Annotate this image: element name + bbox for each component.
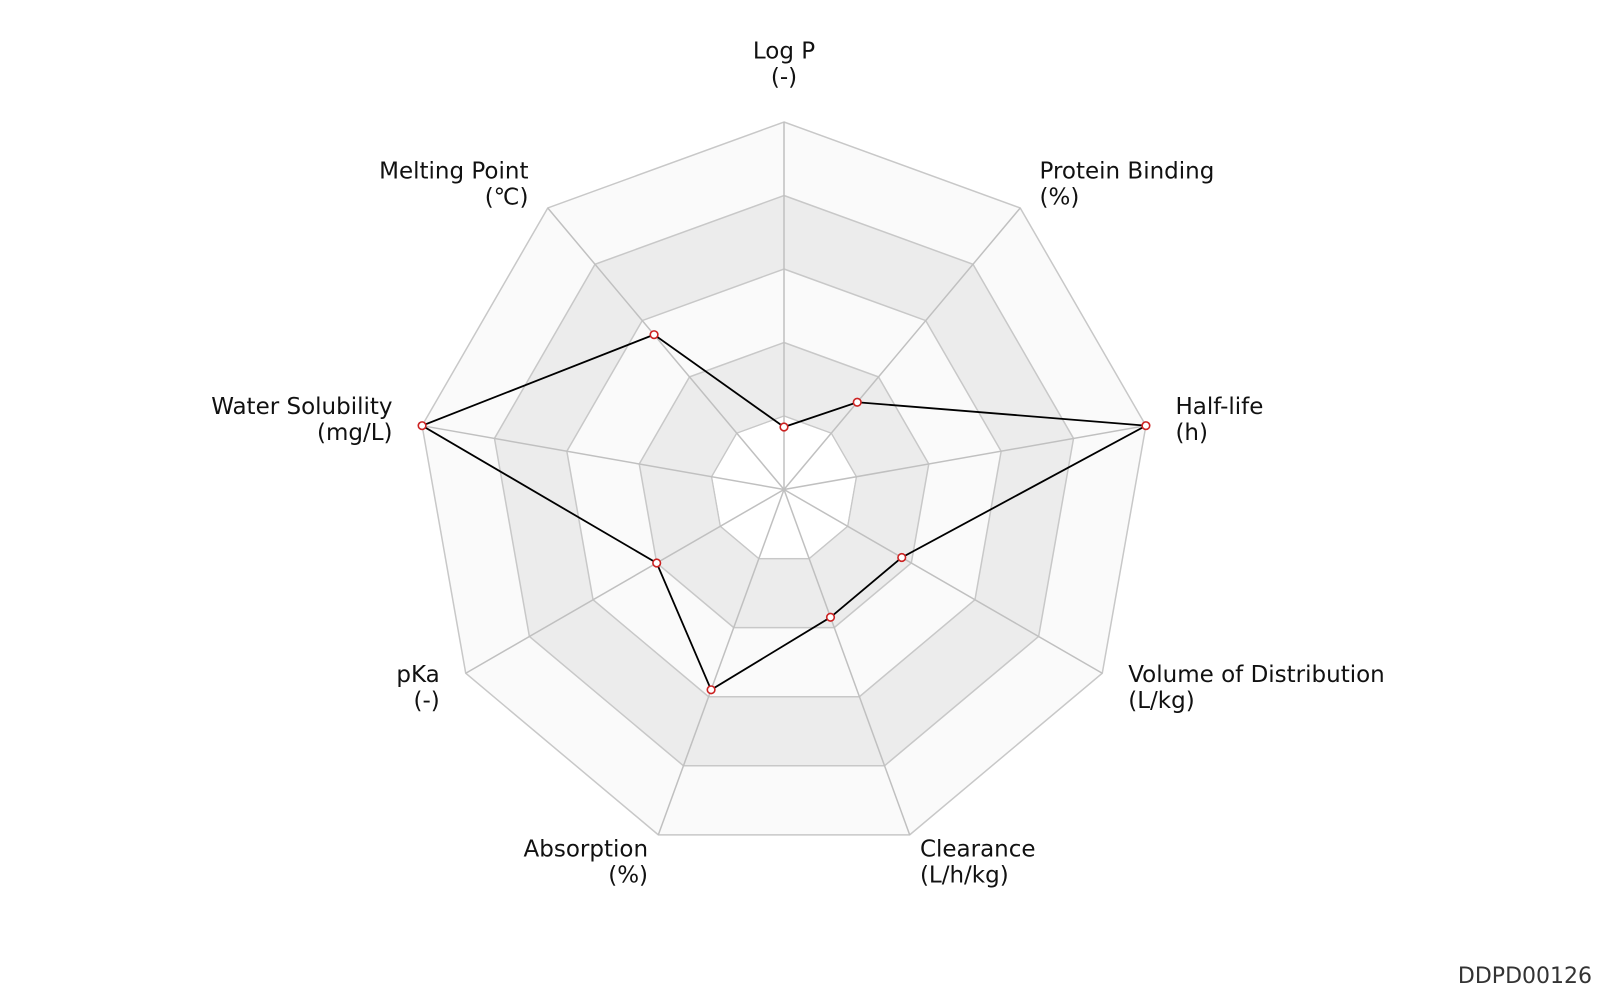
axis-spoke	[783, 488, 1103, 674]
data-point	[706, 685, 716, 695]
axis-spoke	[783, 489, 911, 836]
axis-spoke	[657, 489, 785, 836]
data-point	[852, 397, 862, 407]
axis-spoke	[783, 424, 1147, 491]
data-point	[649, 330, 659, 340]
axis-unit: (%)	[608, 863, 648, 889]
axis-label: Absorption	[524, 837, 649, 863]
axis-spoke	[783, 207, 1021, 490]
axis-spoke	[421, 424, 785, 491]
axis-label: Half-life	[1175, 394, 1263, 420]
data-point	[417, 421, 427, 431]
axis-label: Clearance	[920, 837, 1036, 863]
axis-unit: (-)	[771, 65, 797, 91]
data-point	[652, 558, 662, 568]
axis-unit: (L/kg)	[1128, 688, 1194, 714]
data-point	[1141, 421, 1151, 431]
axis-spoke	[547, 207, 785, 490]
data-line	[420, 333, 1150, 692]
axis-label: pKa	[396, 662, 439, 688]
axis-unit: (mg/L)	[317, 420, 393, 446]
axis-unit: (℃)	[485, 184, 529, 210]
axis-spoke	[465, 488, 785, 674]
axis-unit: (%)	[1040, 184, 1080, 210]
axis-label: Water Solubility	[211, 394, 392, 420]
axis-unit: (h)	[1175, 420, 1208, 446]
footer: DDPD00126	[1458, 964, 1592, 989]
axis-unit: (-)	[414, 688, 440, 714]
axis-label: Melting Point	[379, 158, 528, 184]
axis-label: Protein Binding	[1040, 158, 1215, 184]
axis-label: Volume of Distribution	[1128, 662, 1385, 688]
axis-unit: (L/h/kg)	[920, 863, 1009, 889]
data-point	[897, 552, 907, 563]
data-point	[825, 612, 836, 622]
data-point	[779, 422, 789, 432]
axis-label: Log P	[753, 39, 815, 65]
